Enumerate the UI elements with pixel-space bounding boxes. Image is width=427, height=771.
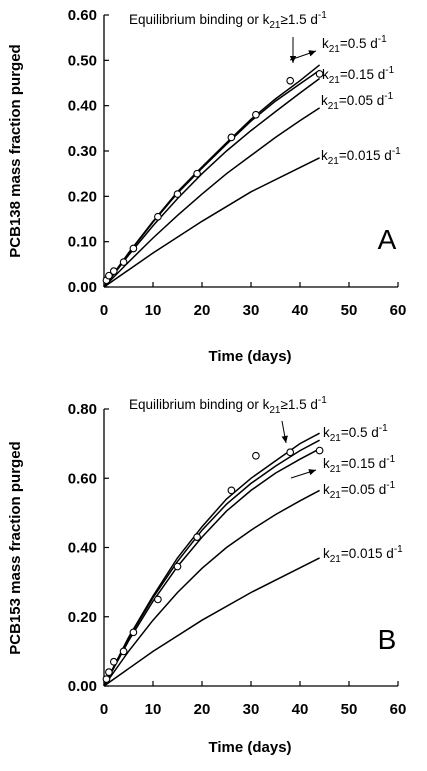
data-point	[173, 190, 182, 198]
data-point	[252, 110, 260, 119]
data-point	[129, 628, 138, 637]
data-point	[105, 271, 113, 280]
series-line-1	[103, 439, 320, 687]
arrow-0-head	[289, 56, 297, 63]
y-tick-label: 0.40	[68, 98, 97, 115]
data-point	[252, 451, 260, 460]
data-point	[119, 647, 128, 656]
y-tick-label: 0.00	[68, 678, 97, 695]
y-axis-title: PCB153 mass fraction purged	[7, 441, 24, 654]
x-tick-label: 40	[292, 302, 309, 319]
series-line-2	[103, 77, 321, 288]
x-tick-label: 20	[194, 701, 211, 718]
data-point	[193, 169, 201, 178]
data-point	[154, 212, 162, 221]
data-point	[129, 244, 138, 253]
data-point	[109, 657, 118, 666]
x-tick-label: 20	[194, 302, 211, 319]
data-point	[109, 267, 118, 275]
y-tick-label: 0.20	[68, 609, 97, 626]
x-tick-label: 10	[145, 302, 162, 319]
y-tick-label: 0.50	[68, 52, 97, 69]
chart-panel-b: 0 10 20 30 40 50 60 0.00 0.20 0.40 0.60 0.80 Time (d…	[7, 395, 406, 756]
y-tick-label: 0.30	[68, 143, 97, 160]
x-tick-label: 50	[341, 302, 358, 319]
data-point	[315, 70, 324, 78]
panel-letter: A	[378, 224, 397, 255]
data-point	[315, 446, 324, 455]
y-tick-label: 0.80	[68, 401, 97, 418]
series-label-4: k21=0.015 d-1	[321, 146, 401, 167]
data-point	[286, 448, 295, 457]
series-line-4	[103, 157, 320, 288]
chart-panel-a: 0 10 20 30 40 50 60 0.00 0.10 0.20 0.30 0.40 0.50 0.6…	[7, 7, 406, 365]
arrow-0-head	[281, 435, 288, 443]
x-tick-label: 0	[100, 701, 108, 718]
x-tick-label: 50	[341, 701, 358, 718]
series-label-3: k21=0.05 d-1	[323, 480, 396, 501]
series-label-3: k21=0.05 d-1	[321, 91, 394, 112]
x-axis-title: Time (days)	[208, 348, 291, 365]
y-tick-label: 0.40	[68, 540, 97, 557]
arrow-1-head	[308, 50, 316, 57]
series-label-4: k21=0.015 d-1	[323, 544, 403, 565]
x-tick-label: 10	[145, 701, 162, 718]
y-tick-label: 0.60	[68, 470, 97, 487]
series-label-0: Equilibrium binding or k21≥1.5 d-1	[129, 10, 327, 31]
data-point	[102, 675, 111, 683]
x-tick-label: 40	[292, 701, 309, 718]
y-tick-label: 0.60	[68, 7, 97, 24]
data-point	[193, 533, 201, 541]
series-label-2: k21=0.15 d-1	[323, 454, 396, 475]
data-point	[227, 133, 236, 142]
series-line-1	[103, 69, 321, 288]
data-point	[173, 562, 182, 571]
data-point	[227, 486, 236, 495]
series-line-3	[103, 107, 321, 288]
series-line-4	[103, 557, 320, 687]
series-line-3	[103, 489, 320, 687]
series-label-0: Equilibrium binding or k21≥1.5 d-1	[129, 395, 327, 416]
y-tick-label: 0.10	[68, 234, 97, 251]
series-label-1: k21=0.5 d-1	[322, 34, 387, 55]
series-label-2: k21=0.15 d-1	[322, 65, 395, 86]
panel-letter: B	[378, 624, 397, 655]
data-point	[105, 668, 113, 677]
x-tick-label: 60	[390, 302, 407, 319]
x-tick-label: 0	[100, 302, 108, 319]
series-line-2	[103, 448, 320, 687]
y-tick-label: 0.20	[68, 188, 97, 205]
x-tick-label: 30	[243, 701, 260, 718]
y-tick-label: 0.00	[68, 279, 97, 296]
x-tick-label: 30	[243, 302, 260, 319]
x-tick-label: 60	[390, 701, 407, 718]
data-point	[154, 595, 162, 604]
y-axis-title: PCB138 mass fraction purged	[7, 44, 24, 257]
series-label-1: k21=0.5 d-1	[323, 423, 388, 444]
x-axis-title: Time (days)	[208, 739, 291, 756]
arrow-2-head	[308, 469, 316, 476]
data-point	[286, 76, 295, 85]
data-point	[119, 258, 128, 266]
